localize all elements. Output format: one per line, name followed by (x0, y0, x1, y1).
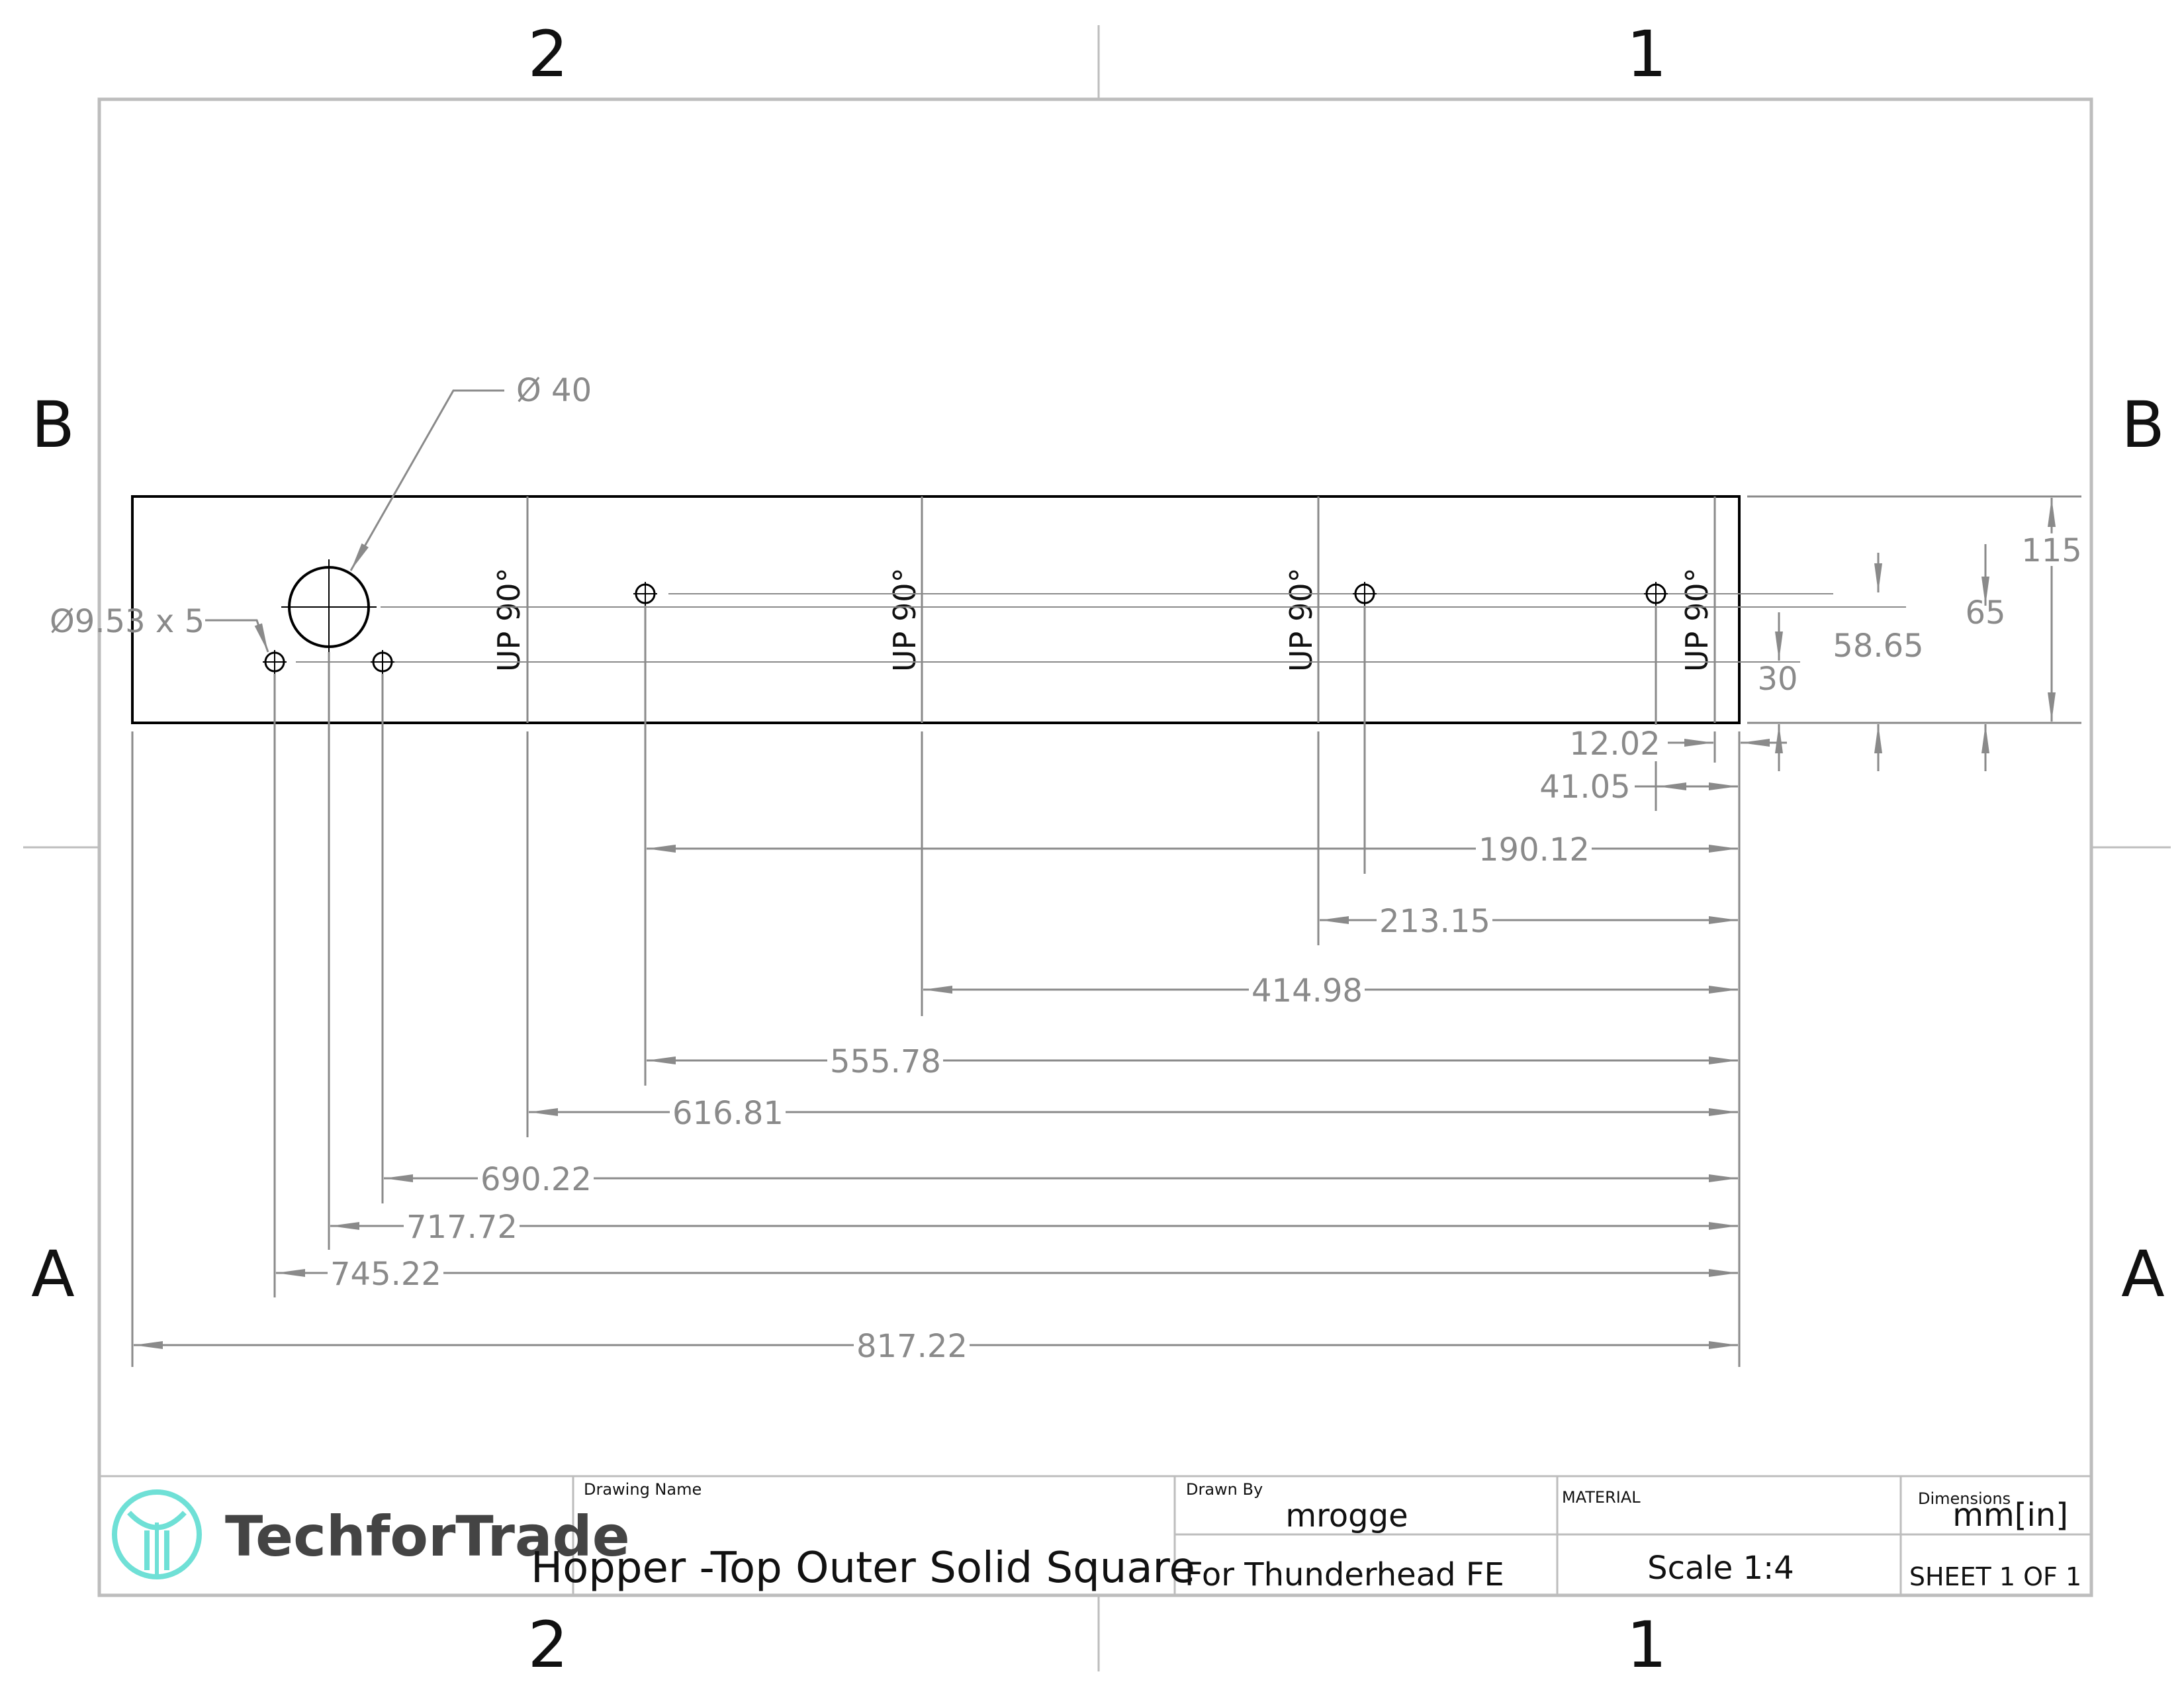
zone-label-top-1: 1 (1626, 17, 1666, 91)
dim-41-05: 41.05 (1539, 769, 1630, 806)
material-label: MATERIAL (1562, 1488, 1641, 1507)
bend-note-3: UP 90° (1283, 567, 1319, 672)
zone-label-right-a: A (2121, 1237, 2165, 1311)
vertical-dimensions (1775, 498, 2056, 771)
dim-65: 65 (1965, 594, 2005, 632)
techfortrade-logo-icon (112, 1489, 202, 1579)
drawn-by-label: Drawn By (1186, 1480, 1263, 1499)
bend-note-4: UP 90° (1679, 567, 1715, 672)
small-hole (633, 582, 657, 606)
drawing-frame (23, 25, 2171, 1671)
dim-690-22: 690.22 (480, 1161, 592, 1198)
bend-lines (526, 496, 1716, 723)
dim-30: 30 (1757, 661, 1797, 698)
dim-717-72: 717.72 (406, 1209, 518, 1246)
dim-190-12: 190.12 (1479, 831, 1590, 868)
callout-leaders (205, 389, 504, 653)
dim-817-22: 817.22 (856, 1328, 968, 1365)
sheet-number: SHEET 1 OF 1 (1909, 1562, 2081, 1591)
dim-745-22: 745.22 (330, 1256, 441, 1293)
dim-616-81: 616.81 (672, 1095, 784, 1132)
large-hole-callout: Ø 40 (516, 372, 592, 409)
dim-414-98: 414.98 (1251, 972, 1363, 1009)
dim-12-02: 12.02 (1569, 726, 1660, 763)
small-hole (1353, 582, 1377, 606)
dim-213-15: 213.15 (1379, 903, 1490, 940)
zone-label-bottom-2: 2 (527, 1608, 568, 1682)
drawing-name: Hopper -Top Outer Solid Square (531, 1544, 1195, 1593)
small-hole (1644, 582, 1668, 606)
scale: Scale 1:4 (1647, 1550, 1794, 1587)
zone-label-left-b: B (31, 388, 75, 462)
horizontal-dimension-labels: 12.02 41.05 190.12 213.15 414.98 555.78 … (328, 725, 1661, 1365)
bend-note-1: UP 90° (491, 567, 527, 672)
large-hole (281, 559, 377, 655)
extension-lines (131, 495, 2081, 1367)
dim-555-78: 555.78 (830, 1043, 941, 1080)
dimensions-label: Dimensions (1918, 1489, 2011, 1508)
zone-label-right-b: B (2121, 388, 2165, 462)
dim-58-65: 58.65 (1833, 628, 1923, 665)
zone-label-top-2: 2 (527, 17, 568, 91)
small-hole (371, 650, 394, 674)
zone-label-left-a: A (31, 1237, 75, 1311)
small-hole (263, 650, 287, 674)
drawing-name-label: Drawing Name (584, 1480, 702, 1499)
logo-text: TechforTrade (225, 1504, 630, 1569)
units: mm[in] (1952, 1497, 2068, 1534)
drawn-by: mrogge (1285, 1497, 1408, 1534)
hole-centerlines (296, 593, 1906, 663)
small-holes (263, 582, 1668, 674)
for-text: For Thunderhead FE (1185, 1556, 1504, 1593)
title-block (99, 1475, 2091, 1595)
zone-label-bottom-1: 1 (1626, 1608, 1666, 1682)
dim-115: 115 (2021, 532, 2082, 569)
small-holes-callout: Ø9.53 x 5 (50, 603, 205, 640)
bend-note-2: UP 90° (887, 567, 923, 672)
part-outline (131, 495, 1741, 724)
